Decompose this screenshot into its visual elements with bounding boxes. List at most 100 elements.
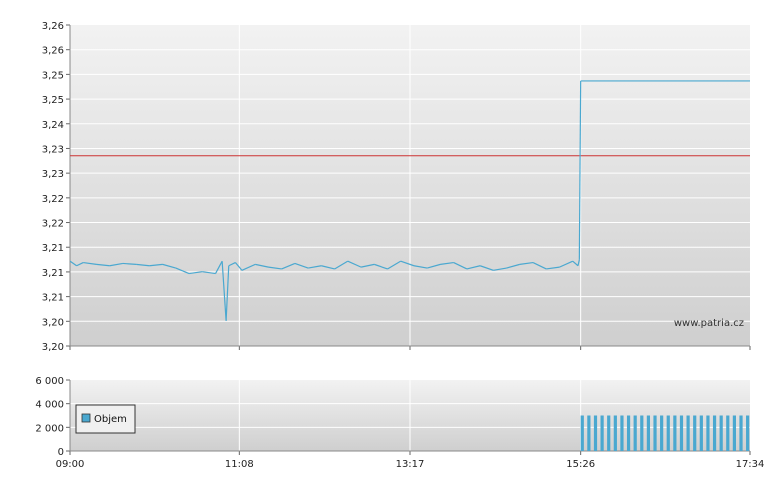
price-y-tick-label: 3,25 [42,95,64,106]
price-line-segment [578,80,582,260]
price-y-tick-label: 3,20 [42,317,64,328]
watermark-text: www.patria.cz [674,318,744,329]
price-line-segment [347,260,362,268]
volume-bar [746,415,750,451]
price-line-segment [308,265,322,269]
volume-bar [726,415,730,451]
price-line-segment [83,261,97,265]
price-line-segment [234,262,243,271]
price-line-segment [281,262,296,270]
price-line-segment [214,260,223,274]
price-y-tick-label: 3,23 [42,169,64,180]
price-line-segment [175,267,190,275]
volume-bar [626,415,631,451]
price-y-tick-label: 3,26 [42,46,64,57]
volume-bar [666,415,670,451]
volume-y-tick-label: 2 000 [35,423,64,434]
volume-bar [640,415,644,451]
volume-bar [686,415,690,451]
x-tick-label: 15:26 [566,459,595,470]
price-y-tick-label: 3,21 [42,243,64,254]
price-line-segment [268,266,282,270]
price-y-tick-label: 3,21 [42,268,64,279]
volume-chart: 6 000 4 000 2 000 0 Objem [35,376,751,458]
price-chart: 3,26 3,26 3,25 3,25 3,24 3,23 3,23 3,22 3,22 3,21… [42,21,751,353]
price-line-segment [221,261,227,321]
price-line-segment [255,263,269,268]
volume-bar [593,415,598,451]
volume-bar [600,415,604,451]
volume-bar [653,415,657,451]
price-y-tick-label: 3,25 [42,70,64,81]
price-line-segment [122,262,137,265]
price-y-tick-label: 3,24 [42,120,64,131]
price-line-segment [532,262,547,270]
volume-bar [660,415,664,451]
price-line-segment [241,263,256,271]
price-line-segment [96,263,110,267]
price-line-segment [225,265,230,321]
volume-bar [607,415,611,451]
price-line-segment [413,265,428,269]
price-line-segment [202,271,216,275]
volume-bar [633,415,637,451]
price-line-segment [374,263,388,270]
x-tick-label: 09:00 [56,459,85,470]
volume-bar [693,415,697,451]
volume-bar [719,415,723,451]
volume-bar [712,415,717,451]
price-line-segment [559,260,573,268]
price-y-tick-label: 3,26 [42,21,64,32]
price-y-tick-label: 3,20 [42,342,64,353]
price-line-segment [188,271,203,275]
price-line-segment [360,263,375,268]
price-line-segment [228,262,236,267]
price-line-segment [76,262,84,267]
volume-bar [673,415,677,451]
price-line-segment [572,260,579,267]
volume-y-tick-label: 6 000 [35,376,64,387]
price-line-segment [321,265,335,270]
volume-bar [580,415,584,451]
price-y-tick-label: 3,23 [42,144,64,155]
price-line-segment [493,267,507,271]
price-line-segment [149,263,163,267]
time-axis: 09:00 11:08 13:17 15:26 17:34 [56,459,765,470]
price-y-tick-label: 3,22 [42,219,64,230]
x-tick-label: 17:34 [736,459,765,470]
price-line-segment [479,265,494,271]
price-line-segment [387,260,402,270]
price-line-segment [506,263,520,269]
price-line-segment [577,259,580,266]
volume-bar [739,415,743,451]
volume-y-tick-label: 4 000 [35,400,64,411]
volume-bar [679,415,684,451]
volume-bar [646,415,651,451]
price-y-tick-label: 3,21 [42,293,64,304]
volume-bar [620,415,624,451]
price-line-segment [440,261,454,265]
x-tick-label: 13:17 [396,459,425,470]
volume-bar [699,415,703,451]
price-line-segment [546,266,560,270]
price-y-tick-label: 3,22 [42,194,64,205]
price-line-segment [109,262,124,267]
x-tick-label: 11:08 [225,459,254,470]
volume-bar [613,415,617,451]
price-line-segment [400,260,415,267]
price-line-segment [162,263,176,269]
price-line-segment [519,261,534,265]
volume-bar [732,415,737,451]
price-line-segment [453,262,468,270]
price-line-segment [69,260,77,267]
price-line-segment [294,262,309,269]
price-line-segment [136,263,150,267]
legend-label: Objem [94,414,127,425]
price-line-segment [466,265,481,270]
legend-box [75,404,136,434]
volume-legend: Objem [75,404,136,434]
price-line-segment [334,260,349,270]
volume-bar [587,415,591,451]
volume-bar [706,415,710,451]
